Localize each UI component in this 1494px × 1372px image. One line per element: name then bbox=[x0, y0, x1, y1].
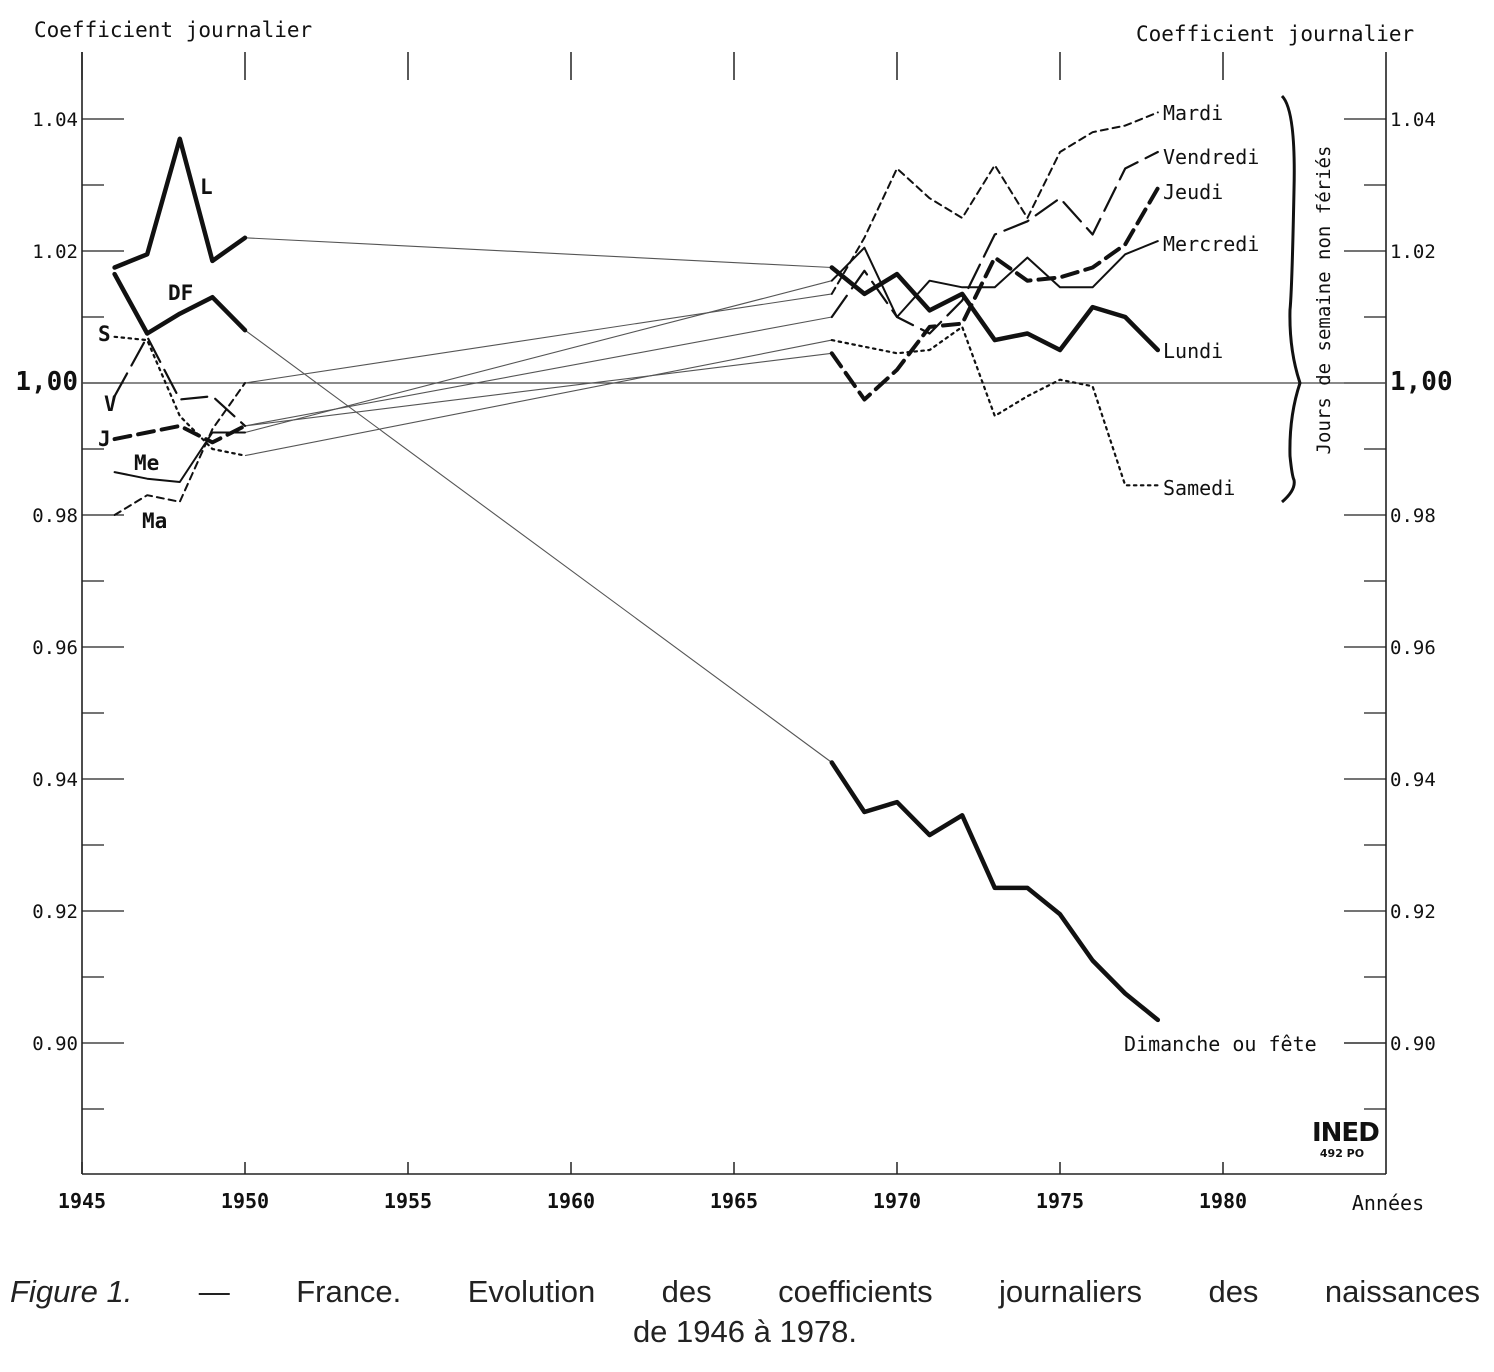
y-tick-label-left: 0.98 bbox=[32, 505, 78, 527]
series-line-early bbox=[115, 426, 245, 443]
caption-word: journaliers bbox=[999, 1272, 1142, 1312]
caption-figure-label: Figure 1. bbox=[10, 1272, 132, 1312]
series-end-label: Mardi bbox=[1163, 101, 1223, 125]
caption-line-2: de 1946 à 1978. bbox=[10, 1312, 1480, 1352]
connector-line bbox=[245, 317, 832, 426]
bracket-label: Jours de semaine non fériés bbox=[1313, 146, 1335, 455]
y-tick-label-left: 1.02 bbox=[32, 241, 78, 263]
y-tick-label-right: 0.94 bbox=[1390, 769, 1436, 791]
caption-line-1: Figure 1. — France. Evolution des coeffi… bbox=[10, 1272, 1480, 1312]
series-end-label: Mercredi bbox=[1163, 232, 1259, 256]
connector-line bbox=[245, 340, 832, 456]
x-tick-label: 1945 bbox=[58, 1189, 106, 1213]
series-line-late bbox=[832, 763, 1158, 1020]
series-early-label: J bbox=[98, 427, 111, 451]
x-axis-label: Années bbox=[1352, 1191, 1424, 1215]
y-axis-title-left: Coefficient journalier bbox=[34, 18, 312, 42]
y-tick-label-left: 0.94 bbox=[32, 769, 78, 791]
series-line-late bbox=[832, 241, 1158, 317]
series-end-label: Dimanche ou fête bbox=[1124, 1032, 1317, 1056]
y-tick-label-left: 0.90 bbox=[32, 1033, 78, 1055]
connector-line bbox=[245, 353, 832, 426]
connector-line bbox=[245, 330, 832, 762]
series-line-late bbox=[832, 268, 1158, 351]
connector-line bbox=[245, 238, 832, 268]
x-tick-label: 1975 bbox=[1036, 1189, 1084, 1213]
x-tick-label: 1955 bbox=[384, 1189, 432, 1213]
caption-word: des bbox=[1208, 1272, 1258, 1312]
series-end-label: Lundi bbox=[1163, 339, 1223, 363]
x-tick-label: 1980 bbox=[1199, 1189, 1247, 1213]
logo-code: 492 PO bbox=[1312, 1148, 1372, 1160]
connector-line bbox=[245, 294, 832, 383]
x-tick-label: 1960 bbox=[547, 1189, 595, 1213]
series-early-label: S bbox=[98, 322, 111, 346]
figure-caption: Figure 1. — France. Evolution des coeffi… bbox=[10, 1272, 1480, 1352]
caption-word: — bbox=[199, 1272, 230, 1312]
series-line-early bbox=[115, 383, 245, 515]
series-end-label: Samedi bbox=[1163, 476, 1235, 500]
logo-mark: INED bbox=[1312, 1118, 1372, 1148]
y-tick-label-left: 1.04 bbox=[32, 109, 78, 131]
y-tick-label-right: 1.02 bbox=[1390, 241, 1436, 263]
series-line-early bbox=[115, 139, 245, 268]
series-early-label: Me bbox=[134, 451, 159, 475]
y-tick-label-left: 0.96 bbox=[32, 637, 78, 659]
x-tick-label: 1970 bbox=[873, 1189, 921, 1213]
y-tick-label-right: 1.04 bbox=[1390, 109, 1436, 131]
series-early-label: L bbox=[200, 175, 213, 199]
caption-word: des bbox=[662, 1272, 712, 1312]
x-tick-label: 1950 bbox=[221, 1189, 269, 1213]
series-early-label: Ma bbox=[142, 509, 167, 533]
caption-word: France. bbox=[296, 1272, 401, 1312]
series-line-early bbox=[115, 337, 245, 426]
ined-logo: INED 492 PO bbox=[1312, 1118, 1372, 1160]
y-tick-label-right: 1,00 bbox=[1390, 367, 1453, 397]
y-tick-label-left: 1,00 bbox=[15, 367, 78, 397]
x-tick-label: 1965 bbox=[710, 1189, 758, 1213]
y-axis-title-right: Coefficient journalier bbox=[1136, 22, 1414, 46]
bracket-brace bbox=[1282, 96, 1300, 502]
series-line-late bbox=[832, 327, 1158, 485]
series-line-late bbox=[832, 152, 1158, 334]
y-tick-label-right: 0.98 bbox=[1390, 505, 1436, 527]
y-tick-label-right: 0.90 bbox=[1390, 1033, 1436, 1055]
series-early-label: V bbox=[104, 392, 117, 416]
y-tick-label-right: 0.96 bbox=[1390, 637, 1436, 659]
series-end-label: Vendredi bbox=[1163, 145, 1259, 169]
caption-word: coefficients bbox=[778, 1272, 933, 1312]
y-tick-label-right: 0.92 bbox=[1390, 901, 1436, 923]
series-end-label: Jeudi bbox=[1163, 180, 1223, 204]
series-early-label: DF bbox=[168, 281, 193, 305]
series-line-early bbox=[115, 337, 245, 456]
caption-word: naissances bbox=[1325, 1272, 1480, 1312]
caption-word: Evolution bbox=[468, 1272, 596, 1312]
y-tick-label-left: 0.92 bbox=[32, 901, 78, 923]
